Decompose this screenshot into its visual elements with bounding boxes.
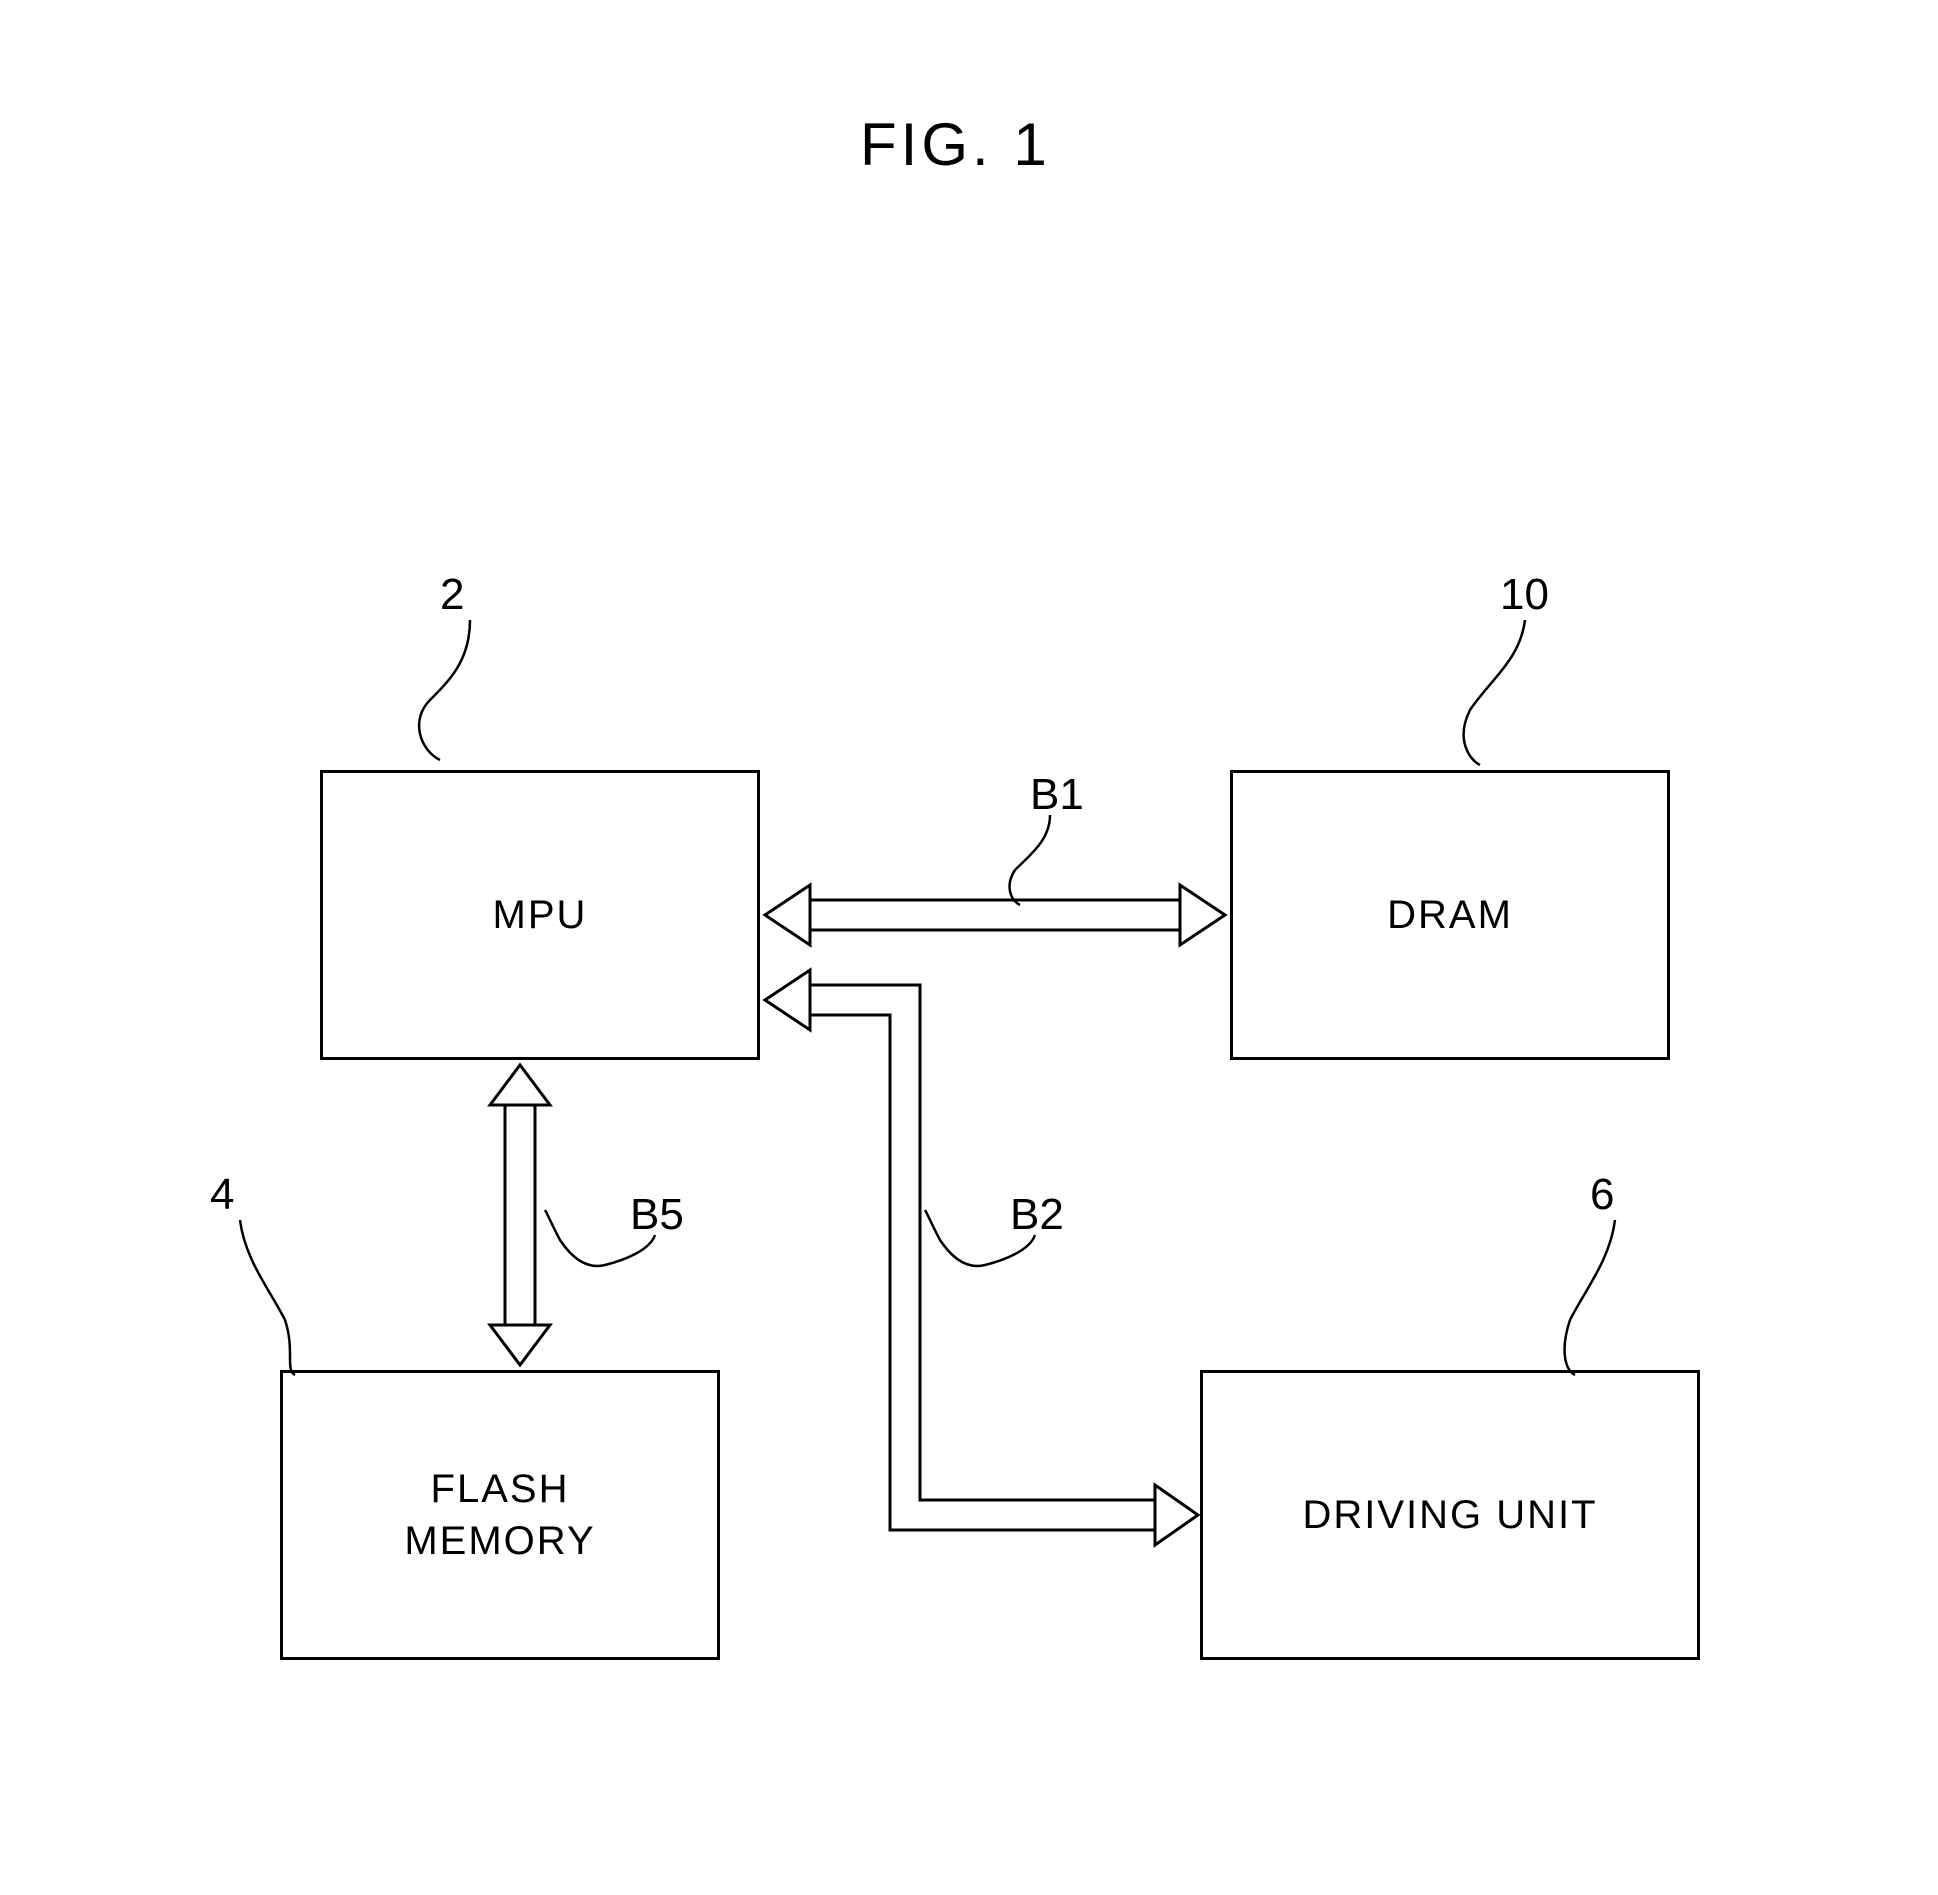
- leader-b1: [1010, 815, 1050, 905]
- diagram-canvas: FIG. 1 MPU DRAM FLASH MEMORY DRIVING UNI…: [0, 0, 1938, 1895]
- node-flash-label: FLASH MEMORY: [404, 1463, 595, 1567]
- node-flash: FLASH MEMORY: [280, 1370, 720, 1660]
- leader-10: [1464, 620, 1525, 765]
- ref-10: 10: [1500, 570, 1549, 620]
- node-mpu: MPU: [320, 770, 760, 1060]
- arrow-b1: [765, 885, 1225, 945]
- node-dram: DRAM: [1230, 770, 1670, 1060]
- figure-title: FIG. 1: [860, 110, 1051, 179]
- node-driving-unit: DRIVING UNIT: [1200, 1370, 1700, 1660]
- ref-4: 4: [210, 1170, 234, 1220]
- node-dram-label: DRAM: [1387, 889, 1513, 941]
- ref-6: 6: [1590, 1170, 1614, 1220]
- leader-4: [240, 1220, 295, 1375]
- node-drv-label: DRIVING UNIT: [1302, 1489, 1597, 1541]
- edge-label-b2: B2: [1010, 1190, 1064, 1240]
- leader-6: [1565, 1220, 1615, 1375]
- edge-label-b5: B5: [630, 1190, 684, 1240]
- arrow-b5: [490, 1065, 550, 1365]
- edge-label-b1: B1: [1030, 770, 1084, 820]
- arrow-b2: [765, 970, 1198, 1545]
- node-mpu-label: MPU: [493, 889, 588, 941]
- leader-2: [419, 620, 470, 760]
- ref-2: 2: [440, 570, 464, 620]
